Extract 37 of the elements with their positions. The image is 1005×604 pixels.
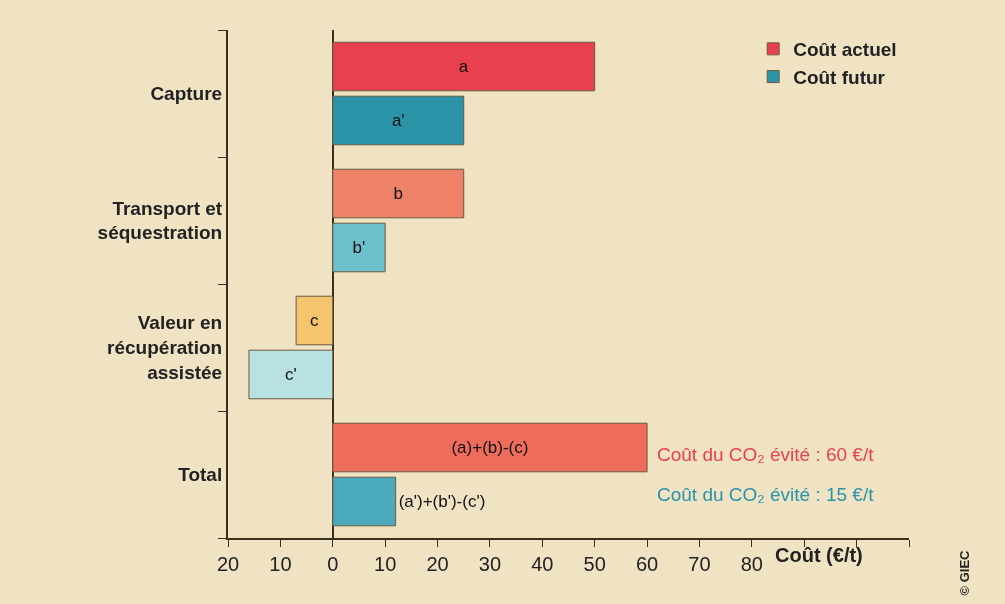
data-label: b: [393, 184, 403, 204]
y-tick-label: Total: [178, 464, 223, 486]
bar: [332, 422, 648, 473]
x-tick-label: 50: [583, 553, 606, 575]
bar: [332, 95, 465, 146]
y-tick-label: Capture: [150, 83, 223, 105]
x-axis-title: Coût (€/t): [775, 544, 863, 566]
x-tick-label: 20: [426, 553, 449, 575]
x-tick-label: 0: [327, 553, 339, 575]
x-tick-label: 70: [688, 553, 711, 575]
x-tick-label: 10: [269, 553, 292, 575]
data-label: (a')+(b')-(c'): [398, 491, 486, 511]
data-label: a': [391, 110, 405, 130]
legend-label: Coût futur: [793, 66, 886, 88]
bar: [332, 168, 465, 219]
annotation: Coût du CO₂ évité : 15 €/t: [657, 484, 875, 505]
bar: [332, 476, 397, 527]
x-tick-label: 10: [374, 553, 397, 575]
x-tick-label: 60: [635, 553, 659, 575]
bar: [295, 295, 334, 346]
x-tick-label: 20: [216, 553, 240, 575]
bar: [332, 41, 596, 92]
legend-label: Coût actuel: [793, 39, 897, 61]
data-label: c': [284, 364, 297, 384]
annotation: Coût du CO₂ évité : 60 €/t: [657, 444, 875, 465]
x-tick-label: 40: [531, 553, 554, 575]
y-tick-label: Transport et séquestration: [97, 197, 223, 244]
data-label: a: [458, 57, 469, 77]
x-tick-label: 30: [478, 553, 502, 575]
data-label: (a)+(b)-(c): [451, 438, 529, 458]
bar: [332, 222, 386, 273]
x-tick-label: 80: [740, 553, 763, 575]
data-label: b': [352, 237, 366, 257]
y-tick-label: Valeur en récupération assistée: [107, 312, 223, 383]
data-label: c: [309, 311, 319, 331]
text: © GIEC: [956, 549, 972, 596]
bar: [248, 349, 334, 400]
